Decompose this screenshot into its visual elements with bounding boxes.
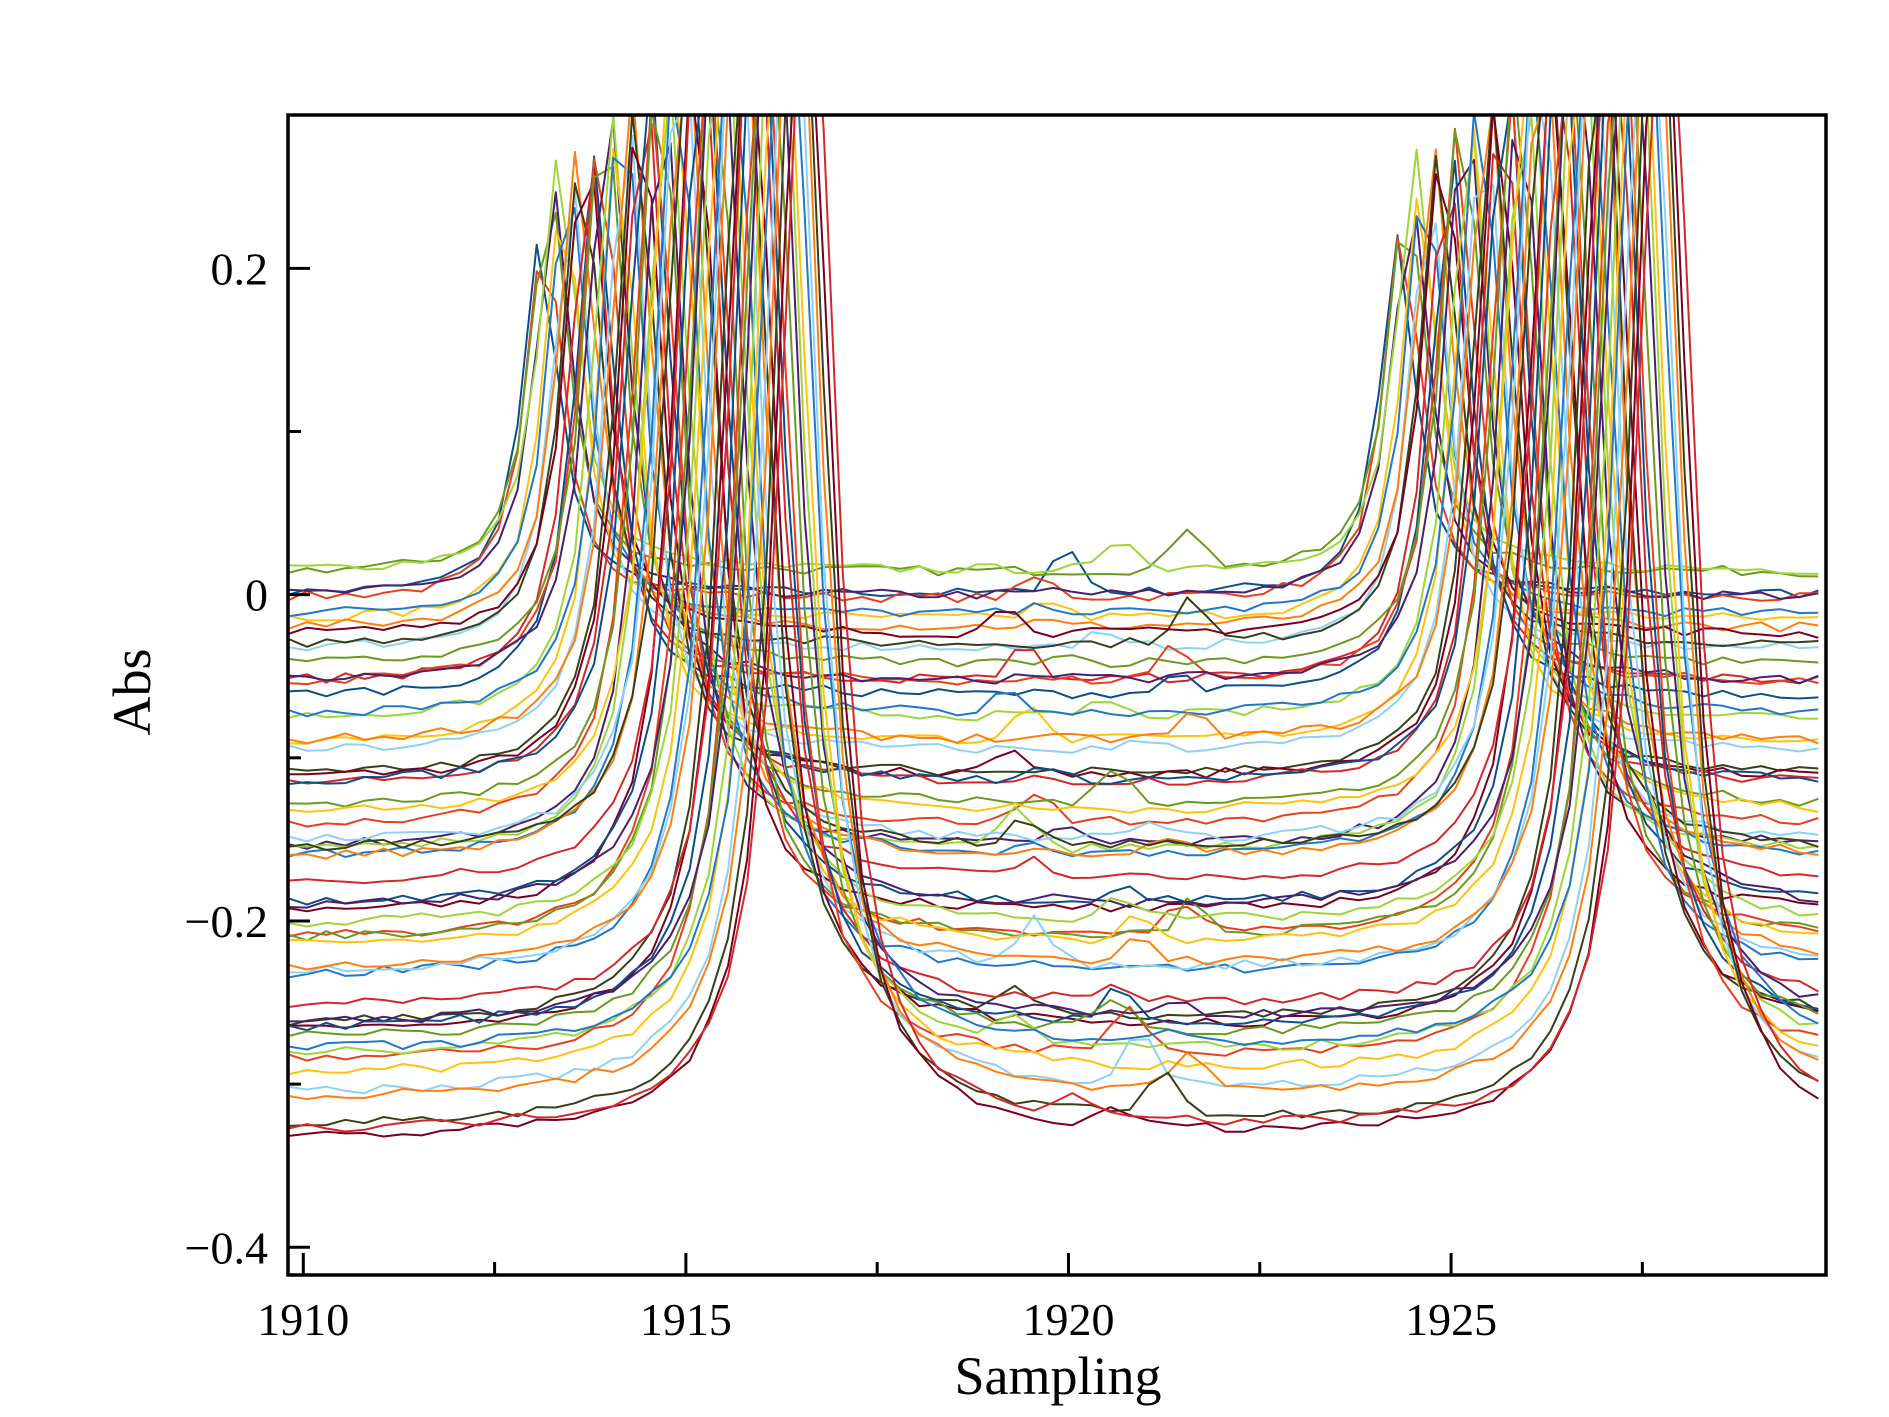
series-line xyxy=(288,115,1819,945)
x-axis: 1910 1915 1920 1925 xyxy=(257,1253,1644,1345)
y-tick-label: −0.2 xyxy=(185,896,268,947)
series-line xyxy=(288,211,1819,578)
series-line xyxy=(288,115,1819,1051)
series-line xyxy=(288,115,1819,906)
series-line xyxy=(288,115,1819,718)
series-line xyxy=(288,197,1819,622)
x-tick-label: 1910 xyxy=(257,1294,349,1345)
series-line xyxy=(288,115,1819,1056)
series-lines xyxy=(288,115,1819,1138)
series-line xyxy=(288,115,1819,786)
series-line xyxy=(288,148,1819,633)
series-line xyxy=(288,115,1819,1095)
series-line xyxy=(288,115,1819,1038)
series-line xyxy=(288,115,1819,1027)
x-tick-label: 1925 xyxy=(1405,1294,1497,1345)
series-line xyxy=(288,115,1819,974)
y-axis: 0.2 0 −0.2 −0.4 xyxy=(185,243,310,1273)
x-tick-label: 1915 xyxy=(640,1294,732,1345)
series-line xyxy=(288,115,1819,1009)
series-line xyxy=(288,115,1819,814)
series-line xyxy=(288,115,1819,928)
series-line xyxy=(288,115,1819,854)
series-line xyxy=(288,115,1819,828)
series-line xyxy=(288,115,1819,971)
y-axis-title: Abs xyxy=(102,648,162,735)
series-line xyxy=(288,115,1819,1127)
series-line xyxy=(288,115,1819,1076)
series-line xyxy=(288,115,1819,860)
series-line xyxy=(288,148,1819,575)
series-line xyxy=(288,115,1819,913)
y-tick-label: 0 xyxy=(245,570,268,621)
series-line xyxy=(288,115,1819,1101)
series-line xyxy=(288,115,1819,938)
series-line xyxy=(288,115,1819,1133)
series-line xyxy=(288,115,1819,942)
y-tick-label: −0.4 xyxy=(185,1222,268,1273)
y-tick-label: 0.2 xyxy=(211,243,269,294)
series-line xyxy=(288,115,1819,909)
plot-frame xyxy=(286,113,1828,1277)
x-axis-title: Sampling xyxy=(954,1346,1161,1406)
series-line xyxy=(288,115,1819,979)
x-tick-label: 1920 xyxy=(1022,1294,1114,1345)
series-line xyxy=(288,115,1819,1024)
series-line xyxy=(288,115,1819,808)
